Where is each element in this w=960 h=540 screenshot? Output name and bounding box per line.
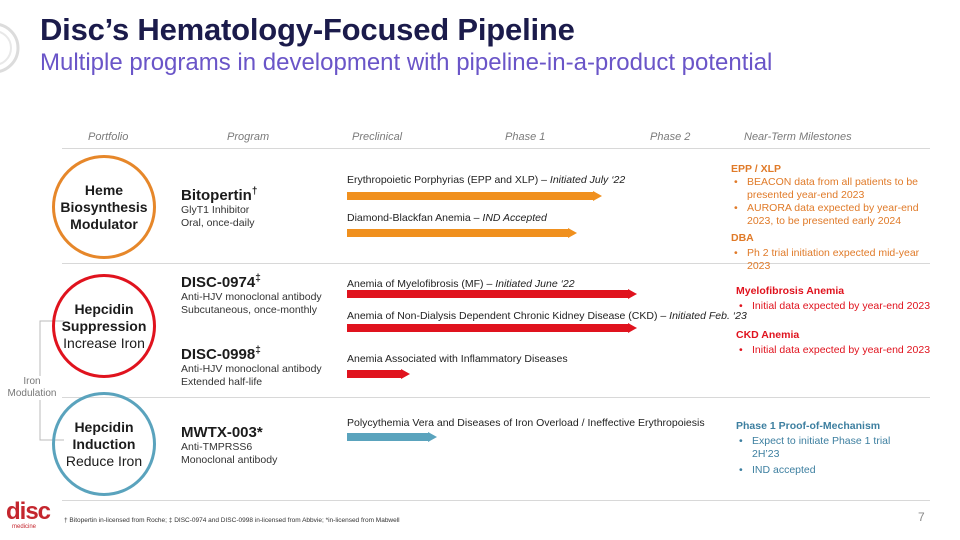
column-header-portfolio: Portfolio bbox=[88, 131, 129, 143]
header-divider bbox=[62, 148, 930, 149]
progress-arrow-pv bbox=[347, 432, 437, 442]
arrow-head bbox=[428, 432, 437, 442]
arrow-shaft bbox=[347, 370, 401, 378]
hepcidin-induction-circle: Hepcidin Induction Reduce Iron bbox=[52, 392, 156, 496]
iron-modulation-label: Iron Modulation bbox=[6, 376, 58, 400]
arrow-shaft bbox=[347, 433, 428, 441]
arrow-shaft bbox=[347, 229, 568, 237]
hepcidin-suppression-circle: Hepcidin Suppression Increase Iron bbox=[52, 274, 156, 378]
progress-arrow-dba bbox=[347, 228, 577, 238]
section-divider-2 bbox=[62, 397, 930, 398]
milestone-mf: Myelofibrosis Anemia Initial data expect… bbox=[736, 285, 941, 313]
column-header-preclinical: Preclinical bbox=[352, 131, 403, 143]
program-mwtx-003: MWTX-003* Anti-TMPRSS6 Monoclonal antibo… bbox=[181, 424, 278, 466]
arrow-head bbox=[628, 323, 637, 333]
heme-biosynthesis-circle: Heme Biosynthesis Modulator bbox=[52, 155, 156, 259]
indication-label-mf: Anemia of Myelofibrosis (MF) – Initiated… bbox=[347, 278, 575, 290]
arrow-shaft bbox=[347, 290, 628, 298]
indication-label-ckd: Anemia of Non-Dialysis Dependent Chronic… bbox=[347, 310, 747, 322]
progress-arrow-ckd bbox=[347, 323, 637, 333]
indication-label-pv: Polycythemia Vera and Diseases of Iron O… bbox=[347, 417, 705, 429]
program-bitopertin: Bitopertin† GlyT1 Inhibitor Oral, once-d… bbox=[181, 186, 258, 229]
indication-label-dba: Diamond-Blackfan Anemia – IND Accepted bbox=[347, 212, 547, 224]
arrow-head bbox=[568, 228, 577, 238]
column-header-program: Program bbox=[227, 131, 270, 143]
corner-ring-decoration bbox=[0, 23, 20, 73]
milestone-dba: DBA Ph 2 trial initiation expected mid-y… bbox=[731, 232, 941, 273]
column-header-phase2: Phase 2 bbox=[650, 131, 691, 143]
progress-arrow-epp bbox=[347, 191, 602, 201]
arrow-head bbox=[628, 289, 637, 299]
disc-logo: disc bbox=[6, 498, 51, 525]
milestone-phase1-poc: Phase 1 Proof-of-Mechanism Expect to ini… bbox=[736, 420, 916, 477]
program-disc-0974: DISC-0974‡ Anti-HJV monoclonal antibody … bbox=[181, 273, 322, 316]
column-header-milestones: Near-Term Milestones bbox=[744, 131, 852, 143]
section-divider-1 bbox=[62, 263, 930, 264]
arrow-head bbox=[593, 191, 602, 201]
arrow-head bbox=[401, 369, 410, 379]
page-title: Disc’s Hematology-Focused Pipeline bbox=[40, 12, 575, 47]
arrow-shaft bbox=[347, 192, 593, 200]
disc-logo-subtext: medicine bbox=[12, 524, 37, 530]
page-number: 7 bbox=[918, 510, 925, 524]
indication-label-inflammatory: Anemia Associated with Inflammatory Dise… bbox=[347, 353, 568, 365]
page-subtitle: Multiple programs in development with pi… bbox=[40, 49, 773, 76]
footnote: † Bitopertin in-licensed from Roche; ‡ D… bbox=[64, 517, 400, 524]
footer-divider bbox=[62, 500, 930, 501]
milestone-epp: EPP / XLP BEACON data from all patients … bbox=[731, 163, 941, 228]
progress-arrow-mf bbox=[347, 289, 637, 299]
arrow-shaft bbox=[347, 324, 628, 332]
program-disc-0998: DISC-0998‡ Anti-HJV monoclonal antibody … bbox=[181, 345, 322, 388]
progress-arrow-inflammatory bbox=[347, 369, 410, 379]
column-header-phase1: Phase 1 bbox=[505, 131, 546, 143]
milestone-ckd: CKD Anemia Initial data expected by year… bbox=[736, 329, 941, 357]
indication-label-epp: Erythropoietic Porphyrias (EPP and XLP) … bbox=[347, 174, 626, 186]
